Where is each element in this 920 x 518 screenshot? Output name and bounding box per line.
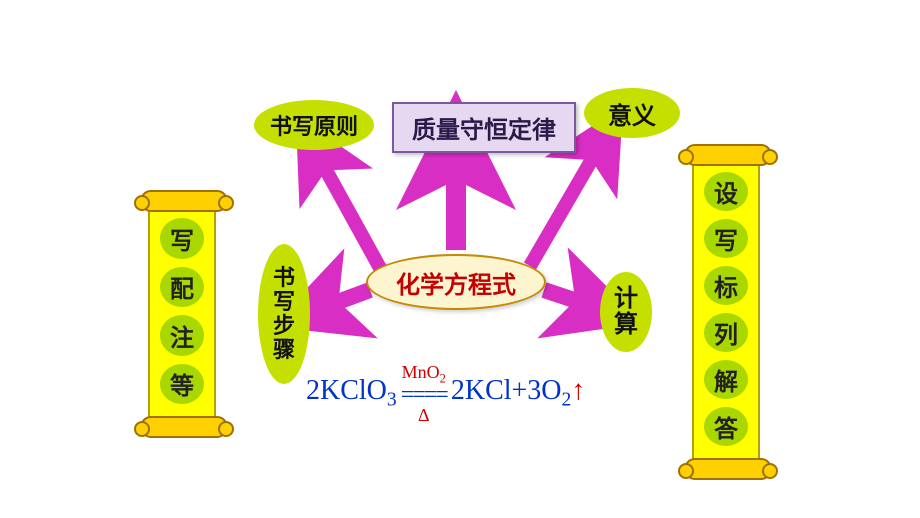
- eq-heat: Δ: [418, 407, 430, 423]
- scroll-char: 等: [160, 364, 204, 405]
- scroll-right: 设写标列解答: [692, 154, 760, 470]
- gas-arrow-icon: ↑: [571, 375, 585, 406]
- scroll-char: 注: [160, 315, 204, 356]
- eq-reactant: 2KClO3: [306, 375, 397, 412]
- node-writing-principle: 书写原则: [254, 100, 374, 150]
- node-chemical-equation: 化学方程式: [366, 254, 546, 310]
- scroll-char: 列: [704, 313, 748, 352]
- node-calculation: 计算: [600, 272, 652, 352]
- scroll-char: 标: [704, 266, 748, 305]
- scroll-char: 答: [704, 407, 748, 446]
- arrow: [544, 290, 598, 308]
- chemical-equation: 2KClO3 MnO2 ==== Δ 2KCl+3O2↑: [306, 364, 585, 423]
- scroll-roll-top: [140, 190, 228, 212]
- scroll-char: 设: [704, 172, 748, 211]
- arrow: [530, 142, 602, 266]
- scroll-roll-bottom: [684, 458, 772, 480]
- node-writing-steps: 书写步骤: [258, 244, 310, 384]
- eq-condition: MnO2 ==== Δ: [401, 364, 447, 423]
- arrow: [316, 290, 370, 310]
- center-label: 化学方程式: [396, 265, 516, 300]
- node-conservation-law: 质量守恒定律: [392, 102, 576, 153]
- box-label: 质量守恒定律: [412, 117, 556, 144]
- scroll-left: 写配注等: [148, 200, 216, 428]
- scroll-char: 解: [704, 360, 748, 399]
- arrow: [316, 152, 380, 268]
- node-meaning: 意义: [584, 88, 680, 138]
- eq-separator: ====: [401, 385, 447, 407]
- scroll-char: 写: [704, 219, 748, 258]
- scroll-roll-top: [684, 144, 772, 166]
- eq-product: 2KCl+3O2↑: [451, 375, 585, 412]
- scroll-char: 写: [160, 218, 204, 259]
- scroll-char: 配: [160, 267, 204, 308]
- scroll-roll-bottom: [140, 416, 228, 438]
